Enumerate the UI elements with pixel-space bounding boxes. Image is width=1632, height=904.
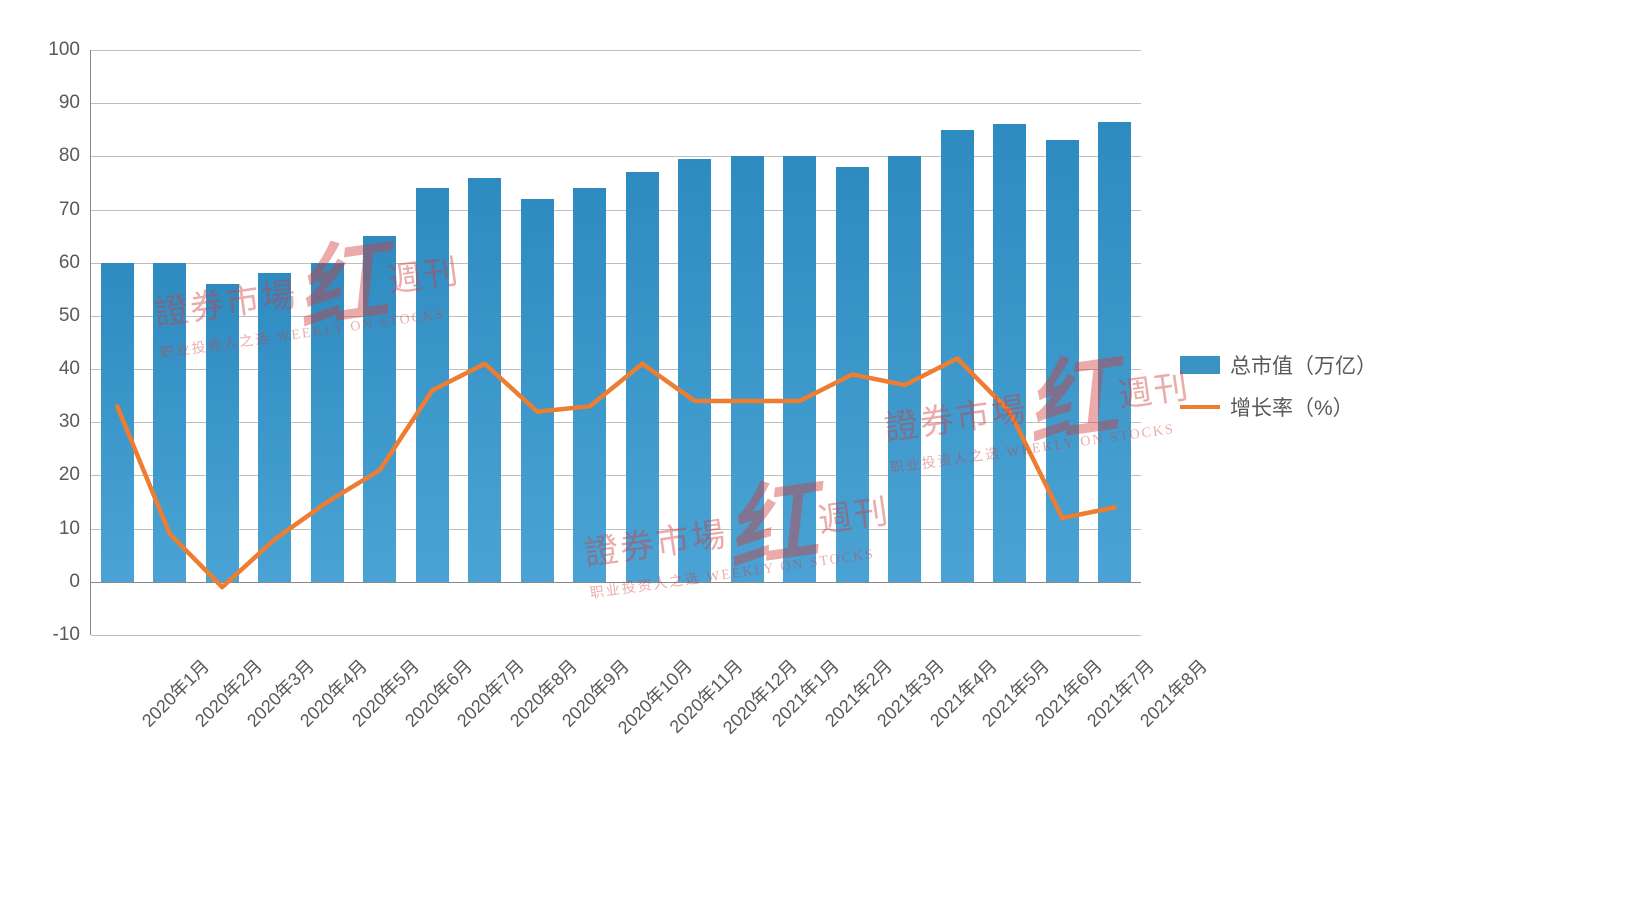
- bar: [521, 199, 554, 582]
- bar: [993, 124, 1026, 581]
- legend-item: 总市值（万亿）: [1180, 350, 1377, 380]
- bar: [941, 130, 974, 582]
- bars-area: [91, 50, 1141, 635]
- bar: [363, 236, 396, 582]
- legend-label: 总市值（万亿）: [1230, 350, 1377, 380]
- legend-swatch-line: [1180, 405, 1220, 409]
- bar: [1046, 140, 1079, 581]
- bar: [258, 273, 291, 581]
- grid-line: [91, 635, 1141, 636]
- plot-area: [90, 50, 1140, 635]
- bar: [573, 188, 606, 582]
- y-axis-label: 100: [30, 39, 80, 61]
- legend-label: 增长率（%）: [1230, 392, 1354, 422]
- bar: [416, 188, 449, 582]
- bar: [153, 263, 186, 582]
- bar: [678, 159, 711, 582]
- y-axis-label: -10: [30, 624, 80, 646]
- y-axis-label: 50: [30, 305, 80, 327]
- chart-legend: 总市值（万亿） 增长率（%）: [1180, 350, 1377, 434]
- y-axis-label: 60: [30, 252, 80, 274]
- legend-item: 增长率（%）: [1180, 392, 1377, 422]
- bar: [468, 178, 501, 582]
- chart-container: -100102030405060708090100 2020年1月2020年2月…: [90, 50, 1140, 690]
- bar: [783, 156, 816, 581]
- bar: [731, 156, 764, 581]
- y-axis-label: 80: [30, 145, 80, 167]
- bar: [1098, 122, 1131, 582]
- bar: [888, 156, 921, 581]
- y-axis-label: 40: [30, 358, 80, 380]
- bar: [206, 284, 239, 582]
- y-axis-label: 0: [30, 571, 80, 593]
- y-axis-label: 10: [30, 518, 80, 540]
- legend-swatch-bar: [1180, 356, 1220, 374]
- y-axis-label: 30: [30, 411, 80, 433]
- bar: [101, 263, 134, 582]
- bar: [836, 167, 869, 582]
- y-axis-label: 20: [30, 464, 80, 486]
- y-axis-label: 70: [30, 199, 80, 221]
- bar: [626, 172, 659, 582]
- y-axis-label: 90: [30, 92, 80, 114]
- bar: [311, 263, 344, 582]
